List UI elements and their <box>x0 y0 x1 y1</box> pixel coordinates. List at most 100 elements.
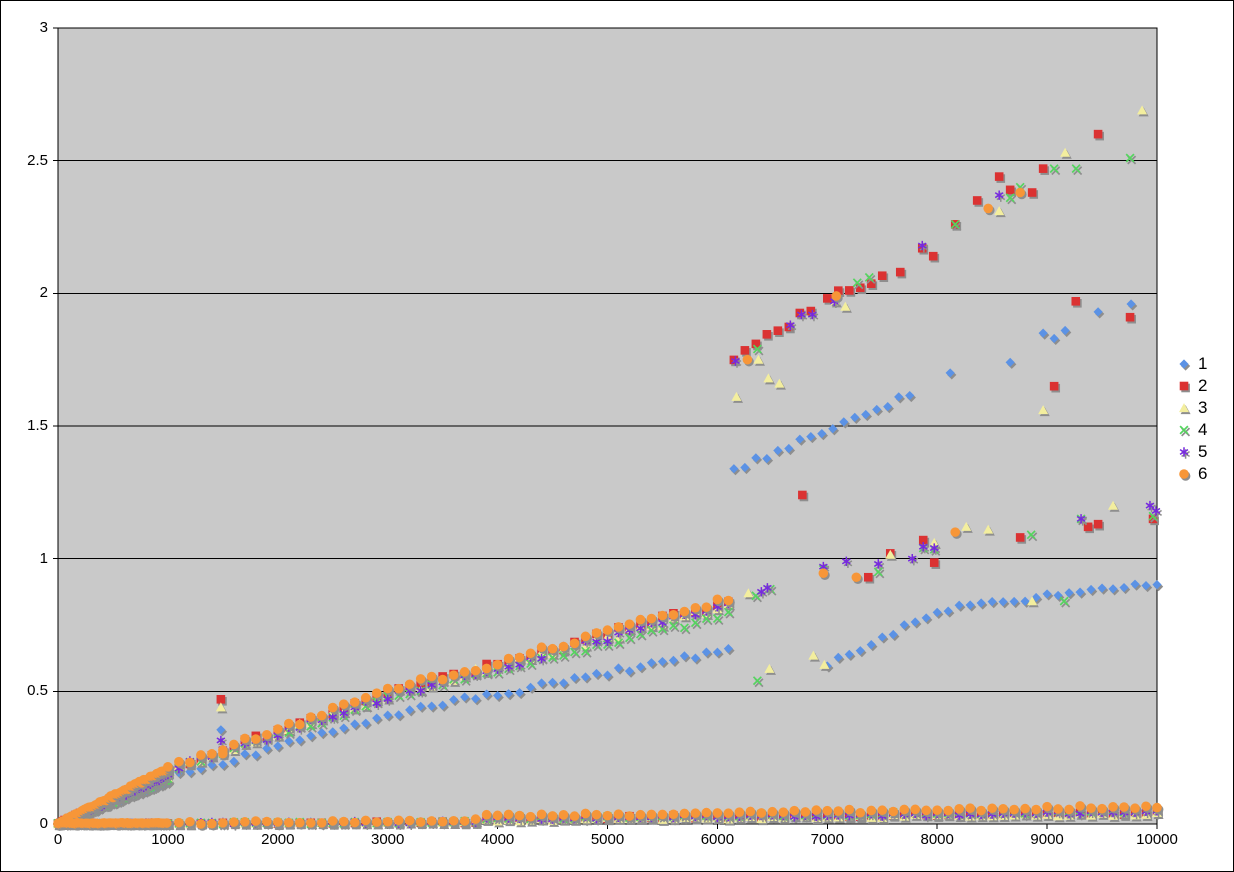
data-point-marker[interactable] <box>921 613 931 623</box>
data-point-marker[interactable] <box>778 807 789 817</box>
data-point-marker[interactable] <box>207 749 217 759</box>
data-point-marker[interactable] <box>679 623 689 633</box>
data-point-marker[interactable] <box>229 817 239 827</box>
data-point-marker[interactable] <box>635 662 646 672</box>
data-point-marker[interactable] <box>976 805 986 816</box>
data-point-marker[interactable] <box>460 692 470 702</box>
data-point-marker[interactable] <box>602 625 613 635</box>
data-point-marker[interactable] <box>558 810 569 820</box>
data-point-marker[interactable] <box>294 817 305 828</box>
data-point-marker[interactable] <box>646 625 656 635</box>
data-point-marker[interactable] <box>1141 801 1151 812</box>
data-point-marker[interactable] <box>743 588 754 598</box>
data-point-marker[interactable] <box>536 678 547 688</box>
data-point-marker[interactable] <box>591 628 602 638</box>
data-point-marker[interactable] <box>864 272 874 282</box>
data-point-marker[interactable] <box>547 643 558 654</box>
data-point-marker[interactable] <box>591 809 602 820</box>
data-point-marker[interactable] <box>657 610 668 621</box>
data-point-marker[interactable] <box>613 622 624 632</box>
data-point-marker[interactable] <box>613 638 623 648</box>
data-point-marker[interactable] <box>833 652 843 662</box>
data-point-marker[interactable] <box>877 271 887 281</box>
data-point-marker[interactable] <box>895 267 905 277</box>
data-point-marker[interactable] <box>657 656 668 667</box>
data-point-marker[interactable] <box>383 694 393 704</box>
data-point-marker[interactable] <box>855 807 866 818</box>
data-point-marker[interactable] <box>580 672 591 682</box>
data-point-marker[interactable] <box>283 817 294 828</box>
data-point-marker[interactable] <box>954 803 964 814</box>
data-point-marker[interactable] <box>917 240 927 251</box>
data-point-marker[interactable] <box>866 805 877 816</box>
legend-item-3[interactable]: 3 <box>1177 397 1233 419</box>
data-point-marker[interactable] <box>1179 425 1189 435</box>
data-point-marker[interactable] <box>852 278 862 288</box>
data-point-marker[interactable] <box>492 810 503 821</box>
data-point-marker[interactable] <box>196 819 206 829</box>
data-point-marker[interactable] <box>731 356 740 366</box>
data-point-marker[interactable] <box>426 671 437 682</box>
data-point-marker[interactable] <box>1076 514 1086 524</box>
data-point-marker[interactable] <box>437 674 448 685</box>
data-point-marker[interactable] <box>251 816 261 826</box>
data-point-marker[interactable] <box>426 816 437 826</box>
data-point-marker[interactable] <box>921 805 932 816</box>
data-point-marker[interactable] <box>404 679 415 690</box>
data-point-marker[interactable] <box>316 710 327 721</box>
data-point-marker[interactable] <box>349 697 360 707</box>
data-point-marker[interactable] <box>828 424 838 434</box>
data-point-marker[interactable] <box>877 805 888 816</box>
data-point-marker[interactable] <box>844 649 854 660</box>
data-point-marker[interactable] <box>763 373 774 383</box>
data-point-marker[interactable] <box>1049 164 1059 174</box>
data-point-marker[interactable] <box>393 815 404 826</box>
data-point-marker[interactable] <box>1005 185 1015 195</box>
data-point-marker[interactable] <box>470 814 481 824</box>
data-point-marker[interactable] <box>1060 325 1070 336</box>
data-point-marker[interactable] <box>731 391 742 401</box>
data-point-marker[interactable] <box>756 808 767 818</box>
data-point-marker[interactable] <box>328 727 338 737</box>
data-point-marker[interactable] <box>646 613 657 624</box>
data-point-marker[interactable] <box>883 402 893 412</box>
data-point-marker[interactable] <box>950 219 960 229</box>
data-point-marker[interactable] <box>371 817 382 827</box>
data-point-marker[interactable] <box>994 206 1005 216</box>
data-point-marker[interactable] <box>712 647 722 657</box>
data-point-marker[interactable] <box>327 816 338 826</box>
data-point-marker[interactable] <box>851 572 862 583</box>
data-point-marker[interactable] <box>877 632 887 642</box>
data-point-marker[interactable] <box>338 699 349 709</box>
data-point-marker[interactable] <box>492 659 503 670</box>
data-point-marker[interactable] <box>723 644 733 654</box>
data-point-marker[interactable] <box>723 595 734 606</box>
data-point-marker[interactable] <box>888 806 899 817</box>
data-point-marker[interactable] <box>1020 596 1030 606</box>
data-point-marker[interactable] <box>1026 530 1036 540</box>
data-point-marker[interactable] <box>624 666 635 676</box>
data-point-marker[interactable] <box>449 694 459 705</box>
data-point-marker[interactable] <box>360 692 371 703</box>
data-point-marker[interactable] <box>569 672 580 683</box>
data-point-marker[interactable] <box>840 301 851 311</box>
data-point-marker[interactable] <box>603 636 612 647</box>
data-point-marker[interactable] <box>1005 193 1015 203</box>
data-point-marker[interactable] <box>316 818 327 828</box>
data-point-marker[interactable] <box>844 286 854 295</box>
legend-item-4[interactable]: 4 <box>1177 419 1233 441</box>
data-point-marker[interactable] <box>459 667 470 677</box>
data-point-marker[interactable] <box>405 705 415 715</box>
data-point-marker[interactable] <box>740 346 750 355</box>
data-point-marker[interactable] <box>822 805 833 816</box>
data-point-marker[interactable] <box>1042 801 1052 812</box>
data-point-marker[interactable] <box>668 655 679 665</box>
data-point-marker[interactable] <box>569 638 580 649</box>
data-point-marker[interactable] <box>349 817 360 828</box>
data-point-marker[interactable] <box>558 641 569 652</box>
data-point-marker[interactable] <box>873 567 883 577</box>
data-point-marker[interactable] <box>753 354 764 364</box>
data-point-marker[interactable] <box>723 607 733 617</box>
data-point-marker[interactable] <box>808 650 819 660</box>
data-point-marker[interactable] <box>1027 596 1038 606</box>
